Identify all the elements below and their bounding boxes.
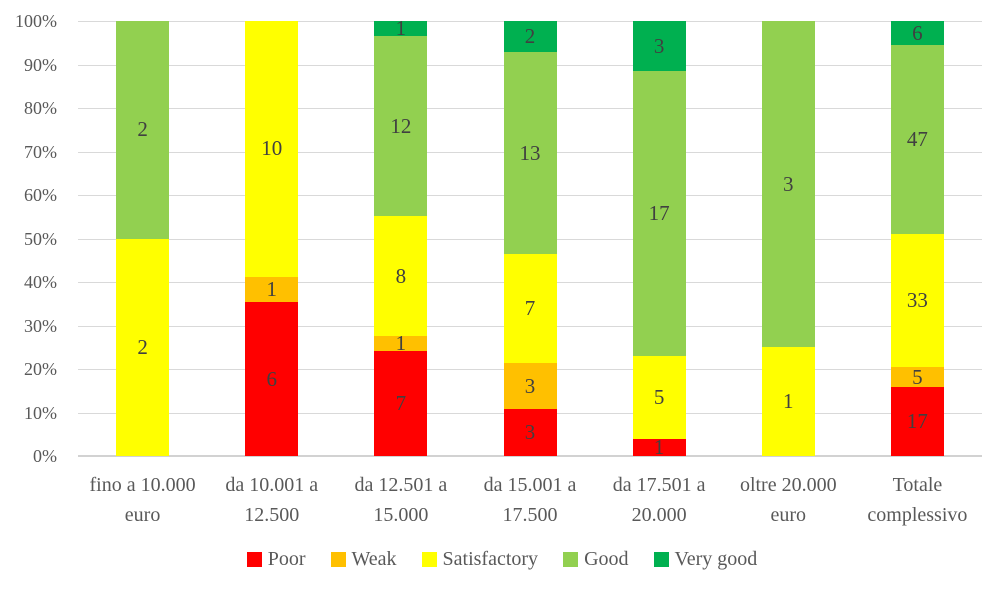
data-label: 3 bbox=[524, 373, 536, 398]
y-axis-tick-label: 50% bbox=[24, 228, 57, 249]
stacked-bar: 3 17 5 1 bbox=[632, 21, 686, 460]
data-label: 1 bbox=[783, 389, 794, 414]
x-axis-labels: fino a 10.000 euro da 10.001 a 12.500 da 1… bbox=[78, 470, 982, 530]
bar-segment-good: 3 bbox=[761, 21, 815, 348]
legend-swatch-very-good bbox=[653, 551, 669, 567]
bar-segment-very-good: 3 bbox=[632, 21, 686, 72]
legend-label: Weak bbox=[351, 548, 397, 570]
y-axis-tick-label: 0% bbox=[33, 446, 57, 466]
y-axis-tick-label: 20% bbox=[24, 359, 57, 379]
x-axis-category-label: da 17.501 a 20.000 bbox=[612, 474, 706, 526]
data-label: 8 bbox=[395, 263, 407, 288]
legend-label: Poor bbox=[267, 548, 306, 570]
data-label: 5 bbox=[653, 384, 665, 409]
y-axis-tick-label: 60% bbox=[24, 185, 57, 205]
bar-segment-weak: 5 bbox=[890, 364, 944, 389]
x-axis-category-label: Totale complessivo bbox=[867, 474, 968, 526]
legend-item-satisfactory: Satisfactory bbox=[421, 548, 539, 570]
bar-segment-satisfactory: 2 bbox=[116, 238, 170, 456]
data-label: 12 bbox=[390, 113, 412, 138]
legend-item-very-good: Very good bbox=[653, 548, 758, 570]
bar-segment-good: 47 bbox=[890, 45, 944, 235]
legend: Poor Weak Satisfactory Good Very good bbox=[0, 549, 1004, 569]
data-label: 13 bbox=[519, 140, 541, 165]
data-label: 6 bbox=[912, 20, 923, 45]
legend-swatch-good bbox=[563, 551, 579, 567]
legend-swatch-satisfactory bbox=[421, 551, 437, 567]
bar-segment-satisfactory: 1 bbox=[761, 347, 815, 456]
legend-label: Very good bbox=[674, 548, 758, 570]
x-axis-category-label: da 15.001 a 17.500 bbox=[483, 474, 577, 526]
data-label: 1 bbox=[653, 435, 665, 460]
data-label: 47 bbox=[906, 127, 928, 152]
bar-segment-weak: 3 bbox=[503, 362, 557, 410]
bar-segment-satisfactory: 33 bbox=[890, 234, 944, 368]
stacked-bar: 2 13 7 3 3 bbox=[503, 21, 557, 456]
y-axis-tick-label: 10% bbox=[24, 402, 57, 423]
legend-label: Satisfactory bbox=[442, 548, 539, 570]
data-label: 2 bbox=[137, 117, 148, 142]
x-axis-category-label: da 12.501 a 15.000 bbox=[354, 474, 448, 526]
bar-segment-poor: 1 bbox=[632, 435, 686, 460]
bar-segment-satisfactory: 10 bbox=[245, 21, 299, 277]
legend-swatch-poor bbox=[246, 551, 262, 567]
plot-area: 2 2 10 1 6 1 12 8 1 7 2 13 7 3 3 3 17 5 1 3 1 6 47 33 5 17 bbox=[78, 18, 982, 460]
bar-segment-very-good: 2 bbox=[503, 21, 557, 53]
y-axis-tick-label: 40% bbox=[24, 272, 57, 292]
bar-segment-satisfactory: 5 bbox=[632, 355, 686, 440]
bar-segment-poor: 3 bbox=[503, 409, 557, 456]
bar-segment-weak: 1 bbox=[374, 333, 428, 354]
data-label: 7 bbox=[524, 295, 536, 320]
legend-swatch-weak bbox=[330, 551, 346, 567]
data-label: 7 bbox=[395, 391, 407, 415]
bar-segment-satisfactory: 8 bbox=[374, 216, 428, 336]
bar-segment-weak: 1 bbox=[245, 276, 299, 303]
bar-segment-good: 13 bbox=[503, 52, 557, 255]
y-axis-tick-label: 100% bbox=[15, 11, 57, 31]
data-label: 1 bbox=[266, 277, 277, 302]
bar-segment-good: 12 bbox=[374, 36, 428, 216]
data-label: 3 bbox=[783, 171, 794, 196]
bar-segment-poor: 6 bbox=[245, 302, 299, 456]
legend-item-weak: Weak bbox=[330, 548, 397, 570]
data-label: 17 bbox=[906, 409, 928, 434]
bar-segment-good: 17 bbox=[632, 71, 686, 356]
data-label: 5 bbox=[912, 364, 923, 389]
x-axis-category-label: oltre 20.000 euro bbox=[739, 474, 837, 526]
data-label: 33 bbox=[906, 288, 928, 313]
bar-segment-very-good: 6 bbox=[890, 20, 944, 46]
y-axis-tick-label: 70% bbox=[24, 141, 57, 162]
x-axis-category-label: fino a 10.000 euro bbox=[89, 474, 196, 526]
data-label: 10 bbox=[261, 136, 283, 161]
y-axis-labels: 0% 10% 20% 30% 40% 50% 60% 70% 80% 90% 100% bbox=[0, 12, 62, 465]
legend-item-poor: Poor bbox=[246, 548, 306, 570]
x-axis-line bbox=[78, 455, 982, 457]
data-label: 2 bbox=[137, 334, 148, 359]
legend-item-good: Good bbox=[563, 548, 629, 570]
bar-segment-poor: 17 bbox=[890, 387, 944, 456]
x-axis-category-label: da 10.001 a 12.500 bbox=[225, 474, 319, 526]
bar-segment-very-good: 1 bbox=[374, 18, 428, 39]
data-label: 3 bbox=[653, 33, 665, 58]
data-label: 6 bbox=[266, 366, 277, 391]
data-label: 17 bbox=[648, 200, 670, 225]
bar-segment-poor: 7 bbox=[374, 351, 428, 456]
data-label: 3 bbox=[524, 420, 536, 445]
legend-label: Good bbox=[584, 548, 629, 570]
y-axis-tick-label: 90% bbox=[24, 54, 57, 75]
bar-segment-good: 2 bbox=[116, 21, 170, 239]
stacked-bar: 1 12 8 1 7 bbox=[374, 18, 428, 456]
data-label: 2 bbox=[524, 24, 536, 49]
y-axis-tick-label: 80% bbox=[24, 98, 57, 118]
bar-segment-satisfactory: 7 bbox=[503, 254, 557, 363]
y-axis-tick-label: 30% bbox=[24, 315, 57, 336]
stacked-bar: 6 47 33 5 17 bbox=[890, 20, 944, 456]
stacked-bar: 10 1 6 bbox=[245, 21, 299, 456]
